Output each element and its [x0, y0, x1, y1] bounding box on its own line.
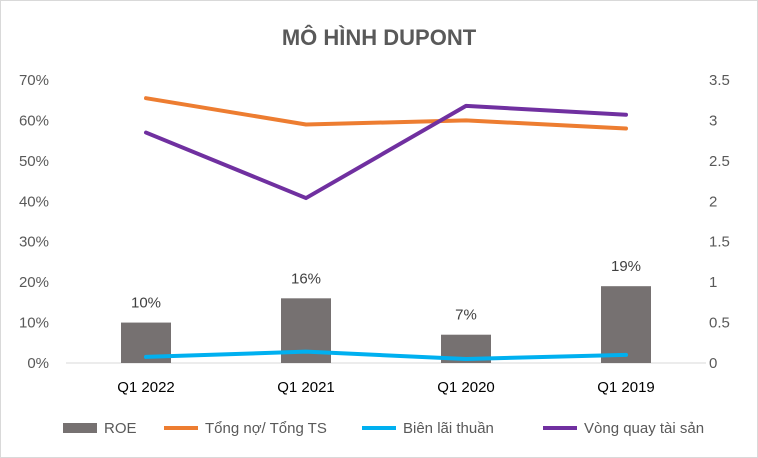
roe-data-label: 19% — [611, 258, 641, 275]
roe-data-label: 10% — [131, 295, 161, 312]
y-right-tick-label: 1.5 — [709, 234, 730, 251]
legend: ROE Tổng nợ/ Tổng TS Biên lãi thuần Vòng qu… — [63, 420, 704, 437]
axes-layer: 0% 10% 20% 30% 40% 50% 60% 70% 0 0.5 1 1.5 2 2.5 3 3.5 Q… — [19, 72, 730, 396]
y-right-tick-label: 0 — [709, 355, 717, 372]
y-right-tick-label: 3.5 — [709, 72, 730, 89]
x-category-label: Q1 2020 — [437, 379, 495, 396]
series-line-2 — [144, 349, 628, 361]
x-category-label: Q1 2022 — [117, 379, 175, 396]
y-right-tick-label: 1 — [709, 274, 717, 291]
y-left-tick-label: 0% — [27, 355, 49, 372]
legend-item-label: Vòng quay tài sản — [584, 420, 704, 437]
series-line-3 — [144, 103, 628, 201]
y-left-tick-label: 40% — [19, 193, 49, 210]
chart-title: MÔ HÌNH DUPONT — [282, 25, 477, 50]
roe-data-label: 16% — [291, 270, 321, 287]
legend-item-label: ROE — [104, 420, 137, 437]
roe-bar — [601, 286, 651, 363]
y-left-tick-label: 20% — [19, 274, 49, 291]
legend-swatch-bar — [63, 423, 97, 433]
legend-item-label: Biên lãi thuần — [403, 420, 494, 437]
y-right-tick-label: 3 — [709, 112, 717, 129]
bars-layer — [121, 286, 651, 363]
legend-item-label: Tổng nợ/ Tổng TS — [205, 420, 327, 437]
lines-layer — [144, 96, 628, 361]
y-right-tick-label: 2 — [709, 193, 717, 210]
x-category-label: Q1 2019 — [597, 379, 655, 396]
y-left-tick-label: 50% — [19, 153, 49, 170]
labels-layer: 10% 16% 7% 19% — [131, 258, 641, 324]
y-left-tick-label: 10% — [19, 315, 49, 332]
y-left-tick-label: 60% — [19, 112, 49, 129]
y-right-tick-label: 0.5 — [709, 315, 730, 332]
series-line-1 — [144, 96, 628, 131]
x-category-label: Q1 2021 — [277, 379, 335, 396]
y-left-tick-label: 70% — [19, 72, 49, 89]
roe-data-label: 7% — [455, 307, 477, 324]
y-left-tick-label: 30% — [19, 234, 49, 251]
y-right-tick-label: 2.5 — [709, 153, 730, 170]
